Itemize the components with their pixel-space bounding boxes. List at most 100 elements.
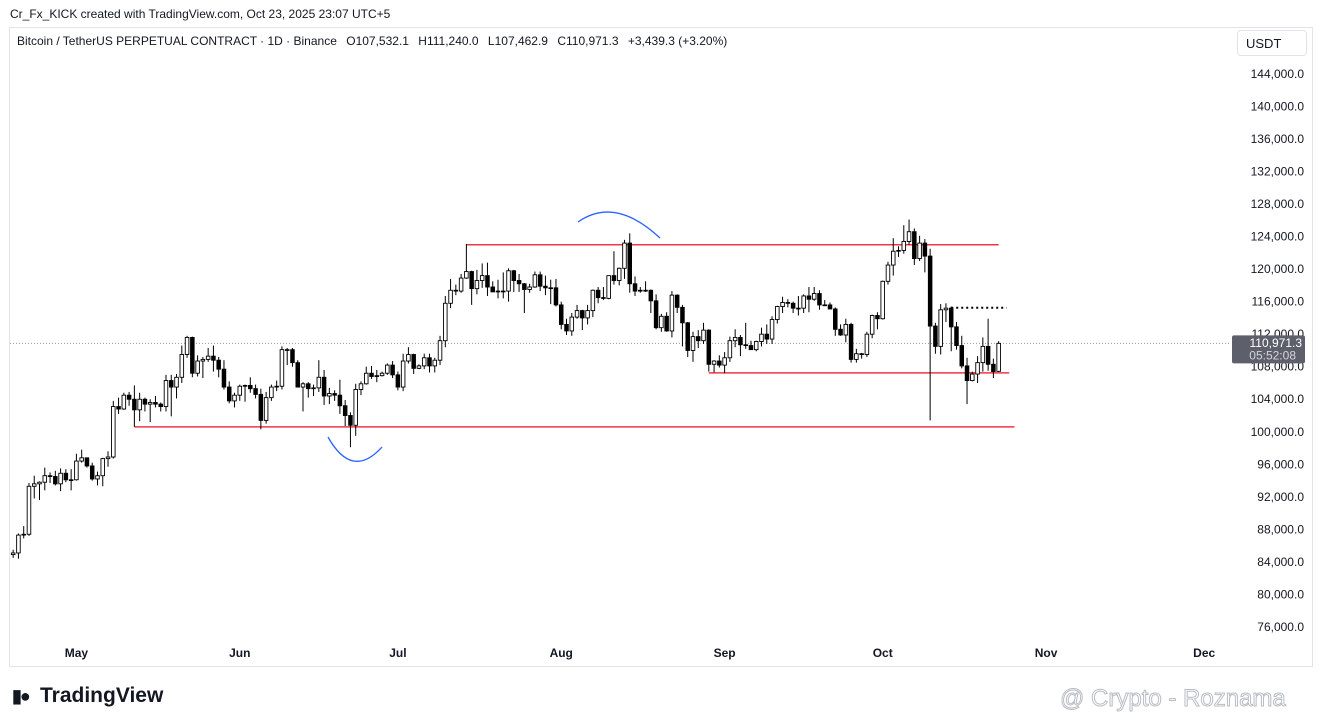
candle-body — [896, 249, 901, 252]
candle — [416, 364, 422, 370]
candle — [732, 329, 738, 348]
candle-body — [163, 380, 169, 408]
candle — [306, 382, 311, 398]
candle-body — [490, 286, 495, 293]
candle — [369, 365, 374, 379]
candle — [522, 282, 527, 314]
candle — [437, 335, 443, 366]
candle — [811, 287, 817, 301]
candle — [711, 360, 717, 373]
candle — [885, 261, 891, 285]
open: O107,532.1 — [346, 34, 409, 48]
candle — [390, 361, 395, 379]
candle-body — [153, 402, 158, 405]
candle — [290, 348, 295, 367]
candle-body — [10, 552, 16, 556]
candle-body — [469, 271, 474, 290]
y-tick-label: 108,000.0 — [1251, 360, 1305, 374]
y-tick-label: 116,000.0 — [1252, 295, 1305, 309]
candle — [474, 269, 480, 295]
candle-body — [84, 457, 90, 467]
candle-body — [732, 336, 738, 342]
candle-body — [806, 295, 812, 300]
candle-body — [669, 294, 675, 332]
y-tick-label: 136,000.0 — [1251, 132, 1305, 146]
candle — [838, 324, 843, 336]
countdown-label: 05:52:08 — [1249, 349, 1296, 363]
candle-body — [817, 293, 822, 306]
candle-body — [63, 472, 69, 481]
candle-body — [190, 336, 195, 374]
candle-body — [775, 306, 780, 320]
candle — [922, 239, 928, 273]
candle — [105, 451, 111, 467]
candle — [116, 397, 121, 414]
candle-body — [237, 385, 243, 396]
candle — [669, 291, 675, 338]
candle-body — [580, 310, 585, 319]
candle — [580, 309, 585, 331]
candle — [21, 526, 26, 539]
candle — [775, 305, 780, 324]
currency-button[interactable]: USDT — [1237, 30, 1307, 56]
y-tick-label: 80,000.0 — [1257, 587, 1304, 601]
y-tick-label: 88,000.0 — [1257, 522, 1304, 536]
high: H111,240.0 — [418, 34, 479, 48]
candle — [643, 281, 648, 292]
candle — [316, 360, 322, 392]
candle-body — [574, 310, 580, 318]
candle-body — [606, 275, 611, 299]
candle — [79, 449, 84, 463]
candle-body — [938, 309, 943, 347]
candle-body — [300, 383, 306, 388]
candle — [348, 412, 353, 448]
candle-body — [780, 302, 785, 307]
candle — [706, 329, 712, 372]
candle — [753, 340, 759, 352]
candle-body — [290, 349, 295, 364]
candle — [169, 374, 174, 417]
candle — [63, 469, 69, 483]
candle — [537, 271, 543, 292]
candle-body — [211, 355, 216, 361]
candle-body — [443, 302, 448, 342]
candle-body — [26, 485, 32, 535]
candle — [864, 331, 870, 357]
candle — [722, 352, 727, 374]
candle-body — [906, 231, 912, 242]
candle-body — [458, 277, 464, 292]
pane-border — [9, 27, 1313, 667]
candle — [337, 379, 343, 414]
candle — [195, 355, 200, 377]
candle-body — [411, 354, 416, 369]
candle-body — [169, 380, 174, 388]
candle-body — [485, 275, 490, 288]
candle — [701, 322, 706, 344]
candle-body — [790, 302, 796, 309]
candle-body — [390, 364, 395, 376]
candle-body — [42, 475, 48, 483]
candle — [912, 228, 917, 266]
candle-body — [495, 290, 501, 293]
candle — [685, 321, 690, 357]
candle-body — [959, 345, 965, 367]
candle — [970, 371, 975, 382]
candle — [896, 246, 901, 257]
candle — [205, 348, 211, 362]
candle — [327, 387, 332, 405]
candle — [943, 303, 949, 322]
candle — [948, 306, 954, 352]
candle — [917, 235, 922, 261]
candle-body — [827, 304, 833, 310]
candle — [548, 279, 553, 305]
candle-body — [838, 328, 843, 336]
y-tick-label: 144,000.0 — [1251, 67, 1305, 81]
candle — [574, 304, 580, 319]
candle-body — [522, 283, 527, 290]
candle — [543, 275, 548, 296]
candle-body — [811, 293, 817, 300]
credit: Cr_Fx_KICK created with TradingView.com,… — [10, 7, 391, 21]
candle-body — [759, 333, 764, 342]
candle-body — [717, 360, 722, 366]
candle — [553, 278, 559, 307]
